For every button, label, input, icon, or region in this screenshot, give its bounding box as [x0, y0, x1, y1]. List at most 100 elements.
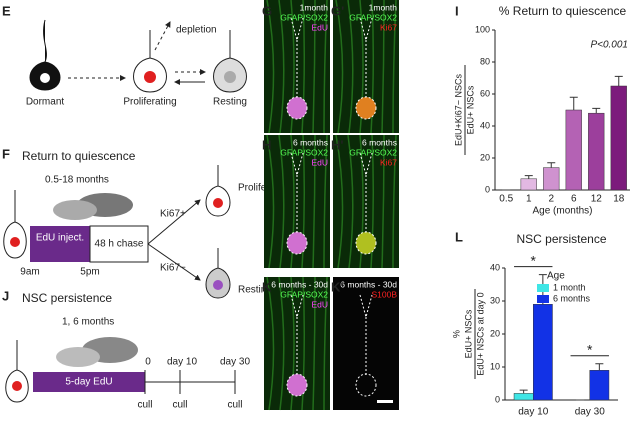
error-bar — [569, 96, 578, 110]
y-tick-label: 10 — [490, 361, 500, 371]
micrograph-label: EdU — [311, 157, 328, 167]
diagram-f: Return to quiescence 0.5-18 months EdU i… — [3, 149, 291, 299]
chase-box — [89, 225, 149, 263]
panel-letter: H — [262, 137, 271, 152]
nsc-body — [355, 96, 377, 120]
fiber — [347, 134, 354, 269]
mouse — [56, 347, 100, 367]
edu-box — [33, 372, 145, 392]
y-tick-label: 30 — [490, 295, 500, 305]
nsc-body — [286, 373, 308, 397]
x-tick-label: 0.5 — [499, 194, 513, 205]
label: Resting — [213, 97, 247, 108]
panel-letter: F — [2, 146, 10, 161]
error-bar — [547, 162, 556, 168]
label: 1, 6 months — [62, 317, 114, 328]
diagram-e: Dormant Proliferating Resting depletion — [26, 19, 247, 108]
micrograph-label: GFAP/SOX2 — [349, 147, 397, 157]
panel-letter: J — [2, 288, 9, 303]
nucleus — [144, 71, 156, 83]
error-bar — [524, 175, 533, 179]
nucleus — [12, 381, 22, 391]
fiber — [266, 134, 275, 269]
panel-letter: E — [2, 3, 11, 18]
x-tick-label: 1 — [526, 194, 532, 205]
panel-letter: K' — [331, 279, 343, 294]
micrograph-label: Ki67 — [380, 157, 397, 167]
micrograph-label: EdU — [311, 22, 328, 32]
label: cull — [172, 400, 187, 411]
label: Resting — [238, 285, 272, 296]
micrograph-label: 6 months - 30d — [271, 279, 328, 289]
cell — [205, 248, 231, 299]
panel-letter: G — [262, 3, 272, 18]
y-tick-label: 60 — [480, 88, 490, 98]
arrow — [147, 243, 201, 281]
bar — [610, 85, 627, 191]
label: Ki67− — [160, 263, 186, 274]
panel-letter: I — [455, 3, 459, 18]
micrograph-label: 6 months - 30d — [340, 279, 397, 289]
label: day 10 — [167, 357, 197, 368]
arrow — [147, 199, 201, 245]
prolif-cell — [133, 30, 167, 93]
x-axis-label: Age (months) — [532, 206, 592, 217]
fiber — [312, 0, 316, 134]
fiber — [290, 276, 295, 411]
fiber — [323, 0, 328, 134]
scale-bar — [377, 400, 393, 403]
x-tick-label: 12 — [591, 194, 603, 205]
panel-letters: E F J G G' H H' K K' I L — [2, 3, 463, 303]
x-tick-label: 18 — [613, 194, 625, 205]
micrograph-label: GFAP/SOX2 — [280, 12, 328, 22]
y-axis-label: % — [451, 330, 461, 338]
nsc-body — [286, 96, 308, 120]
micrograph-label: EdU — [311, 299, 328, 309]
annotation: P<0.001 — [590, 40, 628, 51]
x-tick-label: 6 — [571, 194, 577, 205]
y-axis-label: EdU+ NSCs at day 0 — [475, 292, 485, 375]
label: Proliferating — [123, 97, 176, 108]
y-axis-label: EdU+ NSCs — [465, 85, 475, 134]
error-bar — [592, 107, 601, 114]
micrograph-label: GFAP/SOX2 — [349, 12, 397, 22]
dormant-cell — [29, 19, 61, 91]
nsc-body — [355, 231, 377, 255]
chart-title: % Return to quiescence — [499, 4, 627, 18]
diagram-j: NSC persistence 1, 6 months 5-day EdU 0 … — [5, 291, 250, 411]
label: EdU inject. — [36, 233, 84, 244]
micrograph — [333, 277, 399, 410]
arrow — [154, 21, 171, 51]
fiber — [278, 276, 285, 411]
edu-box — [30, 226, 90, 262]
bar — [565, 109, 582, 191]
fiber — [290, 0, 295, 134]
panel-letter: G' — [331, 3, 344, 18]
title: Return to quiescence — [22, 149, 136, 163]
micrograph-label: 1month — [300, 2, 329, 12]
bar — [543, 167, 560, 191]
fiber — [381, 0, 385, 134]
y-axis-label: EdU+ NSCs — [463, 309, 473, 358]
label: depletion — [176, 25, 217, 36]
fiber — [278, 0, 285, 134]
label: 48 h chase — [95, 239, 144, 250]
bar — [533, 304, 553, 401]
fiber — [347, 0, 354, 134]
y-tick-label: 20 — [480, 152, 490, 162]
chart-title: NSC persistence — [516, 232, 606, 246]
fiber — [359, 134, 364, 269]
resting-cell — [213, 30, 247, 93]
fiber — [290, 134, 295, 269]
fiber — [312, 276, 316, 411]
error-bar — [519, 389, 528, 394]
fiber — [278, 134, 285, 269]
y-axis-label: EdU+Ki67− NSCs — [453, 73, 463, 146]
nsc-outline — [359, 152, 373, 233]
fiber — [323, 276, 328, 411]
micrograph-label: S100B — [371, 289, 397, 299]
fiber — [392, 0, 397, 134]
nucleus — [213, 280, 223, 290]
label: cull — [137, 400, 152, 411]
